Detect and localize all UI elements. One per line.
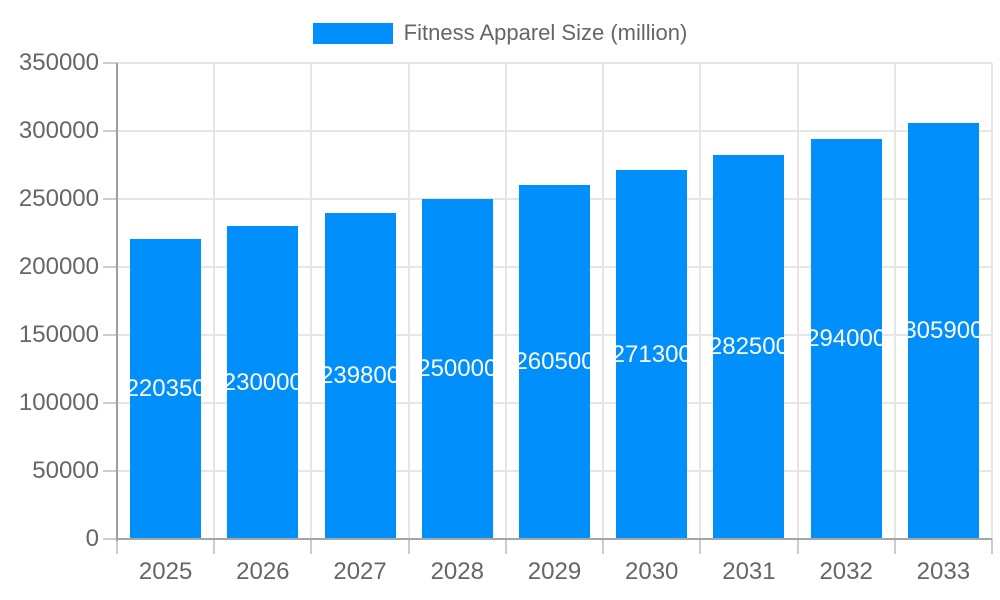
x-axis-tick [699, 539, 702, 554]
bar: 294000 [810, 139, 882, 539]
gridline-vertical [699, 63, 702, 539]
x-axis-tick-label: 2033 [916, 558, 971, 585]
legend-label: Fitness Apparel Size (million) [403, 20, 688, 45]
bar-value-label: 260500 [519, 347, 590, 375]
x-axis-line [117, 538, 992, 540]
chart-legend[interactable]: Fitness Apparel Size (million) [0, 20, 1000, 46]
bar: 250000 [421, 199, 493, 539]
x-axis-tick-label: 2025 [138, 558, 193, 585]
bar-value-label: 294000 [810, 325, 882, 353]
gridline-vertical [407, 63, 410, 539]
bar: 260500 [519, 184, 590, 539]
bar-value-label: 239800 [324, 361, 396, 389]
bar-value-label: 250000 [421, 355, 493, 382]
bar-value-label: 282500 [713, 332, 785, 360]
y-axis-tick [103, 470, 117, 472]
x-axis-tick [310, 539, 313, 554]
y-axis-tick-label: 200000 [18, 253, 99, 280]
bar: 271300 [616, 170, 688, 539]
gridline-vertical [991, 63, 993, 539]
y-axis-tick [103, 198, 117, 200]
bar: 230000 [227, 226, 299, 539]
x-axis-tick [991, 539, 993, 554]
x-axis-tick-label: 2026 [236, 558, 290, 585]
bar: 220350 [130, 239, 202, 539]
x-axis-tick [407, 539, 410, 554]
x-axis-tick-label: 2031 [722, 558, 776, 585]
gridline-vertical [893, 63, 896, 539]
y-axis-tick-label: 300000 [18, 117, 99, 144]
x-axis-tick [116, 539, 118, 554]
y-axis-tick-label: 150000 [18, 321, 99, 348]
x-axis-tick-label: 2030 [625, 558, 679, 585]
bar-value-label: 230000 [227, 368, 299, 396]
x-axis-tick [602, 539, 605, 554]
y-axis-tick-label: 100000 [18, 389, 99, 416]
legend-swatch-icon [312, 22, 393, 44]
bar: 282500 [713, 154, 785, 539]
bar-value-label: 220350 [130, 375, 202, 403]
y-axis-line [116, 63, 118, 541]
gridline-vertical [213, 63, 216, 539]
y-axis-tick-label: 0 [85, 525, 99, 552]
bar-value-label: 271300 [616, 340, 688, 368]
x-axis-tick [796, 539, 799, 554]
x-axis-tick-label: 2032 [819, 558, 873, 585]
x-axis-tick-label: 2027 [333, 558, 387, 585]
y-axis-tick [103, 62, 117, 64]
y-axis-tick [103, 130, 117, 132]
gridline-vertical [504, 63, 507, 539]
bar: 239800 [324, 212, 396, 539]
x-axis-tick-label: 2029 [527, 558, 582, 585]
y-axis-tick [103, 266, 117, 268]
y-axis-tick [103, 538, 117, 540]
x-axis-tick [893, 539, 896, 554]
x-axis-tick [213, 539, 216, 554]
bar-value-label: 305900 [907, 316, 979, 344]
gridline-horizontal [117, 62, 992, 64]
y-axis-tick-label: 350000 [18, 49, 99, 76]
gridline-vertical [310, 63, 313, 539]
y-axis-tick [103, 334, 117, 336]
y-axis-tick-label: 50000 [32, 457, 99, 484]
gridline-vertical [796, 63, 799, 539]
x-axis-tick-label: 2028 [430, 558, 484, 585]
x-axis-tick [504, 539, 507, 554]
y-axis-tick-label: 250000 [18, 185, 99, 212]
gridline-horizontal [117, 130, 992, 132]
y-axis-tick [103, 402, 117, 404]
bar: 305900 [907, 122, 979, 539]
gridline-vertical [602, 63, 605, 539]
